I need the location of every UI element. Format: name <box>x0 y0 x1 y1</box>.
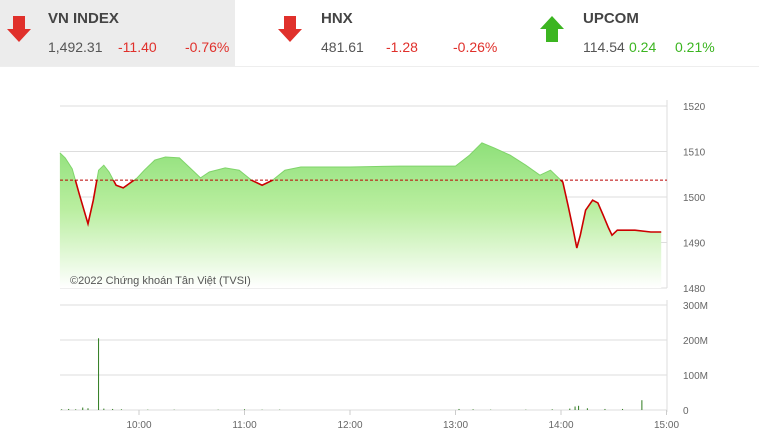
y-tick-label: 1520 <box>683 102 706 113</box>
x-tick-label: 14:00 <box>548 420 573 431</box>
ticker-percent: -0.26% <box>453 39 498 55</box>
ticker-change: 0.24 <box>629 39 657 55</box>
y-tick-label: 0 <box>683 406 689 417</box>
x-tick-label: 13:00 <box>443 420 468 431</box>
y-tick-label: 1480 <box>683 284 706 295</box>
ticker-change: -1.28 <box>386 39 418 55</box>
ticker-value: 481.61 <box>321 39 364 55</box>
x-tick-label: 12:00 <box>337 420 362 431</box>
y-tick-label: 1490 <box>683 239 706 250</box>
x-tick-label: 10:00 <box>126 420 151 431</box>
ticker-value: 114.54 <box>583 39 625 55</box>
x-tick-label: 15:00 <box>654 420 679 431</box>
y-tick-label: 100M <box>683 371 708 382</box>
price-area <box>59 142 662 288</box>
x-tick-label: 11:00 <box>232 420 257 431</box>
y-tick-label: 200M <box>683 336 708 347</box>
ticker-hnx[interactable]: HNX 481.61 -1.28 -0.26% <box>235 0 497 66</box>
ticker-change: -11.40 <box>118 39 157 55</box>
arrow-up-icon <box>540 16 564 42</box>
ticker-name: VN INDEX <box>48 10 119 27</box>
arrow-down-icon <box>7 16 31 42</box>
ticker-percent: 0.21% <box>675 39 715 55</box>
watermark: ©2022 Chứng khoán Tân Việt (TVSI) <box>70 275 251 287</box>
ticker-percent: -0.76% <box>185 39 230 55</box>
ticker-upcom[interactable]: UPCOM 114.54 0.24 0.21% <box>497 0 759 66</box>
ticker-value: 1,492.31 <box>48 39 103 55</box>
y-tick-label: 1500 <box>683 193 706 204</box>
ticker-name: HNX <box>321 10 353 27</box>
arrow-down-icon <box>278 16 302 42</box>
price-line-below <box>74 180 662 249</box>
y-tick-label: 300M <box>683 301 708 312</box>
ticker-name: UPCOM <box>583 10 639 27</box>
divider <box>0 66 759 67</box>
y-tick-label: 1510 <box>683 148 706 159</box>
ticker-vnindex[interactable]: VN INDEX 1,492.31 -11.40 -0.76% <box>0 0 235 66</box>
